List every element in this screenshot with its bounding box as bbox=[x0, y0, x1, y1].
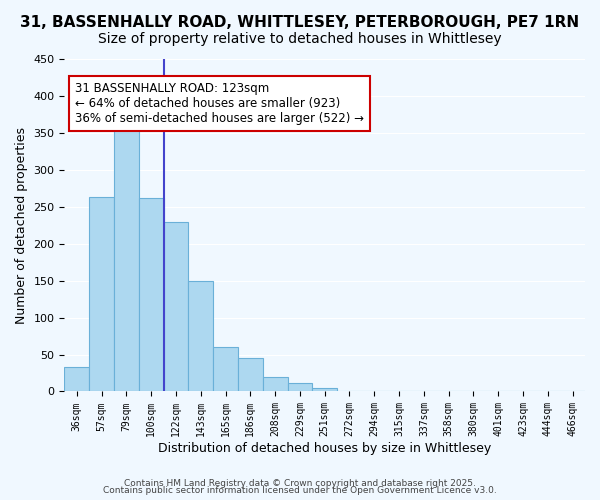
Bar bbox=[238, 358, 263, 392]
Bar bbox=[287, 384, 313, 392]
Bar bbox=[313, 388, 337, 392]
Y-axis label: Number of detached properties: Number of detached properties bbox=[15, 126, 28, 324]
Bar bbox=[64, 367, 89, 392]
X-axis label: Distribution of detached houses by size in Whittlesey: Distribution of detached houses by size … bbox=[158, 442, 491, 455]
Text: Size of property relative to detached houses in Whittlesey: Size of property relative to detached ho… bbox=[98, 32, 502, 46]
Bar bbox=[114, 118, 139, 392]
Text: 31 BASSENHALLY ROAD: 123sqm
← 64% of detached houses are smaller (923)
36% of se: 31 BASSENHALLY ROAD: 123sqm ← 64% of det… bbox=[75, 82, 364, 126]
Bar bbox=[263, 378, 287, 392]
Bar bbox=[89, 197, 114, 392]
Bar bbox=[213, 347, 238, 392]
Bar bbox=[164, 222, 188, 392]
Text: 31, BASSENHALLY ROAD, WHITTLESEY, PETERBOROUGH, PE7 1RN: 31, BASSENHALLY ROAD, WHITTLESEY, PETERB… bbox=[20, 15, 580, 30]
Bar bbox=[139, 198, 164, 392]
Bar bbox=[188, 282, 213, 392]
Text: Contains HM Land Registry data © Crown copyright and database right 2025.: Contains HM Land Registry data © Crown c… bbox=[124, 478, 476, 488]
Text: Contains public sector information licensed under the Open Government Licence v3: Contains public sector information licen… bbox=[103, 486, 497, 495]
